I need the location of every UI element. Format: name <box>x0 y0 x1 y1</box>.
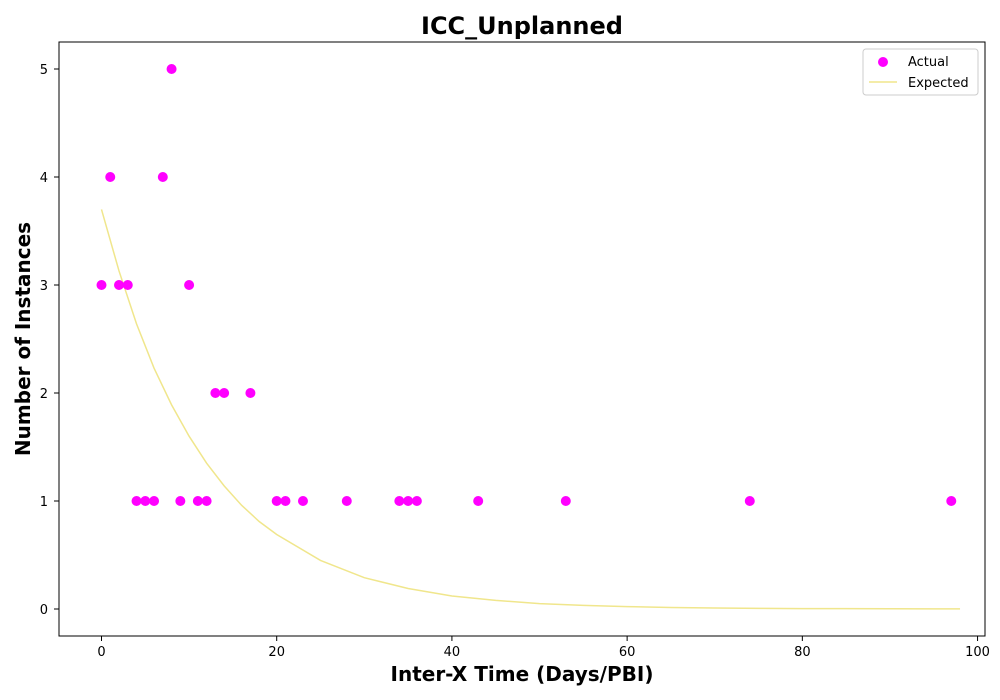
y-tick-label: 3 <box>40 279 48 294</box>
actual-point <box>192 496 203 506</box>
legend-box <box>862 48 979 96</box>
actual-point <box>473 496 484 506</box>
legend-expected-label: Expected <box>908 76 969 91</box>
x-tick-label: 40 <box>444 645 461 660</box>
x-tick-label: 60 <box>619 645 636 660</box>
actual-point <box>394 496 405 506</box>
x-tick-label: 20 <box>268 645 285 660</box>
actual-point <box>946 496 957 506</box>
y-tick-label: 0 <box>40 603 48 618</box>
actual-point <box>341 496 352 506</box>
actual-point <box>114 280 125 290</box>
y-tick-label: 2 <box>40 387 48 402</box>
actual-point <box>140 496 151 506</box>
actual-point <box>411 496 422 506</box>
series-layer <box>96 64 961 610</box>
actual-point <box>245 388 256 398</box>
expected-line <box>100 209 961 610</box>
actual-point <box>105 172 116 182</box>
actual-point <box>201 496 212 506</box>
actual-point <box>166 64 177 74</box>
plot-frame <box>58 41 986 637</box>
actual-point <box>297 496 308 506</box>
actual-point <box>184 280 195 290</box>
actual-point <box>175 496 186 506</box>
actual-point <box>271 496 282 506</box>
y-tick-label: 5 <box>40 63 48 78</box>
x-axis-label: Inter-X Time (Days/PBI) <box>391 662 654 686</box>
x-tick-label: 80 <box>794 645 811 660</box>
actual-point <box>219 388 230 398</box>
legend: Actual Expected <box>862 48 979 96</box>
y-tick-label: 1 <box>40 495 48 510</box>
actual-point <box>403 496 414 506</box>
actual-point <box>122 280 133 290</box>
actual-point <box>560 496 571 506</box>
chart-title: ICC_Unplanned <box>421 12 623 40</box>
actual-point <box>131 496 142 506</box>
legend-actual-label: Actual <box>908 55 949 70</box>
actual-point <box>280 496 291 506</box>
x-axis-ticks: 0 20 40 60 80 100 <box>97 636 990 660</box>
actual-point <box>157 172 168 182</box>
y-axis-label: Number of Instances <box>11 222 35 456</box>
actual-point <box>744 496 755 506</box>
actual-point <box>149 496 160 506</box>
y-axis-ticks: 0 1 2 3 4 5 <box>40 63 59 618</box>
x-tick-label: 100 <box>965 645 990 660</box>
actual-point <box>210 388 221 398</box>
y-tick-label: 4 <box>40 171 48 186</box>
legend-actual-marker <box>878 57 888 67</box>
actual-point <box>96 280 107 290</box>
x-tick-label: 0 <box>97 645 105 660</box>
